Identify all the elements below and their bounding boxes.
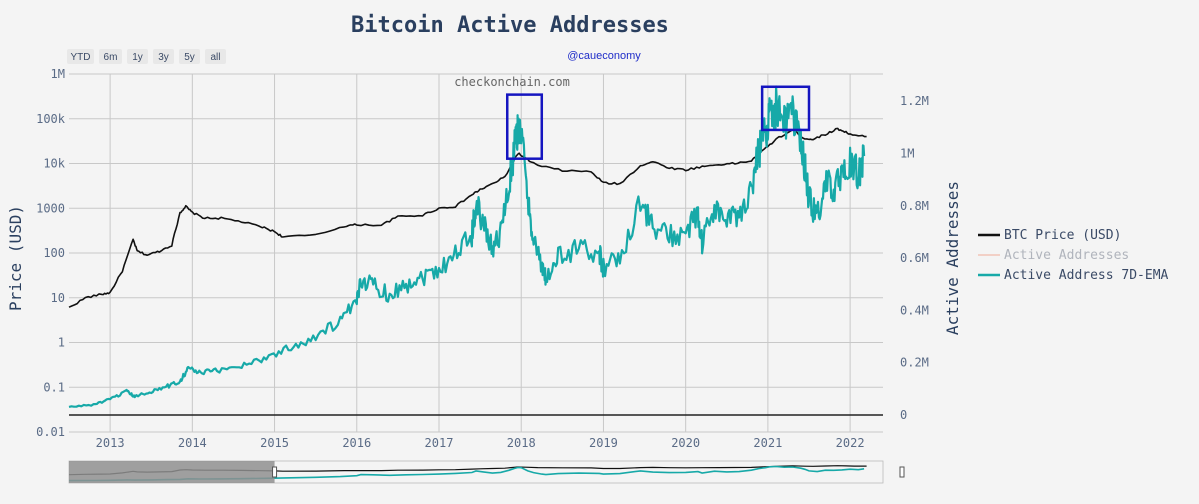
series-layer [68,85,867,408]
right-tick-label: 0.8M [900,199,929,213]
x-tick-label: 2020 [671,436,700,450]
left-tick-label: 0.1 [43,380,65,394]
right-axis-title: Active Addresses [943,181,962,335]
left-axis-title: Price (USD) [6,205,25,311]
x-tick-label: 2017 [425,436,454,450]
right-tick-label: 0.2M [900,356,929,370]
left-tick-label: 100k [36,112,66,126]
chart-title: Bitcoin Active Addresses [351,13,669,38]
x-tick-label: 2013 [96,436,125,450]
right-tick-label: 0.6M [900,251,929,265]
slider-handle-right[interactable] [272,466,278,478]
range-button-bg [99,49,122,64]
legend-label: Active Addresses [1004,248,1129,263]
legend-item-2[interactable]: Active Address 7D-EMA [978,268,1169,283]
left-tick-label: 1M [51,67,65,81]
chart-subtitle: @caueconomy [567,50,641,62]
right-tick-label: 1.2M [900,94,929,108]
x-tick-label: 2019 [589,436,618,450]
range-button-1y[interactable]: 1y [127,49,148,64]
legend: BTC Price (USD) Active Addresses Active Ad… [978,228,1169,283]
range-button-label: 3y [158,52,169,63]
left-tick-label: 100 [43,246,65,260]
watermark: checkonchain.com [454,75,570,89]
range-button-all[interactable]: all [205,49,226,64]
right-tick-label: 1M [900,146,914,160]
range-button-5y[interactable]: 5y [179,49,200,64]
right-tick-label: 0 [900,408,907,422]
series-line-2 [68,85,866,408]
left-axis-ticks: 1M 100k 10k 1000 100 10 1 0.1 0.01 [36,67,66,439]
x-tick-label: 2014 [178,436,207,450]
right-tick-label: 0.4M [900,303,929,317]
range-button-bg [67,49,94,64]
legend-label: BTC Price (USD) [1004,228,1121,243]
range-button-label: 6m [104,52,118,63]
slider-handle-end[interactable] [899,466,905,478]
left-tick-label: 1 [58,336,65,350]
range-button-ytd[interactable]: YTD [67,49,94,64]
range-button-label: YTD [71,52,91,63]
x-axis-ticks: 2013 2014 2015 2016 2017 2018 2019 2020 2021 2022 [96,436,865,450]
left-tick-label: 0.01 [36,425,65,439]
x-tick-label: 2021 [753,436,782,450]
x-tick-label: 2016 [342,436,371,450]
x-tick-label: 2015 [260,436,289,450]
range-button-bg [127,49,148,64]
x-tick-label: 2022 [836,436,865,450]
legend-label: Active Address 7D-EMA [1004,268,1169,283]
left-tick-label: 10 [51,291,65,305]
right-axis-ticks: 1.2M 1M 0.8M 0.6M 0.4M 0.2M 0 [900,94,929,422]
left-tick-label: 10k [43,157,65,171]
x-tick-label: 2018 [507,436,536,450]
range-slider[interactable] [68,460,905,484]
range-button-label: 1y [132,52,143,63]
range-button-bg [205,49,226,64]
range-button-6m[interactable]: 6m [99,49,122,64]
legend-item-0[interactable]: BTC Price (USD) [978,228,1121,243]
range-button-label: 5y [184,52,195,63]
legend-item-1[interactable]: Active Addresses [978,248,1129,263]
range-button-3y[interactable]: 3y [153,49,174,64]
annotation-box-0 [505,93,544,160]
range-button-label: all [210,52,220,63]
annotation-layer [505,85,811,160]
left-tick-label: 1000 [36,201,65,215]
range-button-bg [153,49,174,64]
range-button-bg [179,49,200,64]
series-line-0 [68,127,867,308]
annotation-box-1 [760,85,811,132]
slider-window-mask [69,461,275,483]
range-selector-buttons: YTD 6m 1y 3y 5y all [67,49,226,64]
